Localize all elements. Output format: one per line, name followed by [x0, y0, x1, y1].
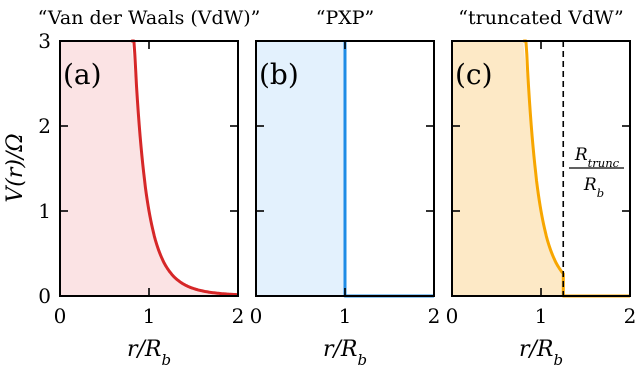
- panel-0-xtick-label: 2: [232, 304, 245, 328]
- panel-2-xlabel: r/Rb: [519, 337, 563, 369]
- ytick-label: 3: [38, 29, 51, 53]
- panel-0-label: (a): [63, 58, 102, 91]
- panel-1-xtick-label: 1: [339, 304, 352, 328]
- panel-2-series-line: [522, 39, 630, 298]
- panel-0-title: “Van der Waals (VdW)”: [38, 7, 261, 29]
- panel-2-xtick-label: 1: [535, 304, 548, 328]
- panel-1-xtick-label: 2: [428, 304, 441, 328]
- ytick-label: 1: [38, 199, 51, 223]
- truncation-label-denominator: Rb: [583, 175, 604, 200]
- y-axis-label: V(r)/Ω: [3, 133, 28, 202]
- ytick-label: 0: [38, 284, 51, 308]
- panel-2-fill: [452, 41, 630, 296]
- panel-2-xtick-label: 2: [624, 304, 637, 328]
- panel-1-series-line: [343, 41, 434, 298]
- panel-1-xtick-label: 0: [250, 304, 263, 328]
- panel-2-xtick-label: 0: [446, 304, 459, 328]
- panel-1-label: (b): [259, 58, 299, 91]
- panel-0-series-line: [130, 39, 239, 297]
- panel-2-label: (c): [455, 58, 493, 91]
- panel-0-fill: [60, 41, 238, 296]
- panel-1-title: “PXP”: [316, 7, 375, 29]
- ytick-label: 2: [38, 114, 51, 138]
- panel-1-xlabel: r/Rb: [323, 337, 367, 369]
- panel-0-xtick-label: 0: [54, 304, 67, 328]
- panel-0-xlabel: r/Rb: [127, 337, 171, 369]
- panel-0-xtick-label: 1: [143, 304, 156, 328]
- truncation-label-numerator: Rtrunc: [574, 145, 620, 170]
- panel-2-title: “truncated VdW”: [458, 7, 623, 29]
